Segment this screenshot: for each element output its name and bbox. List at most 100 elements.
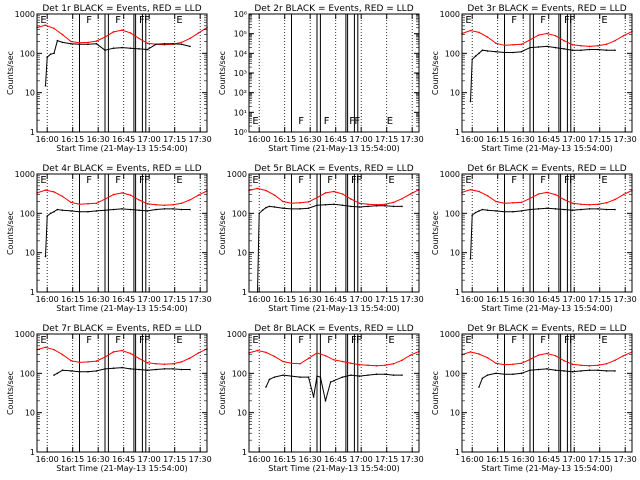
lld-data-point [44,346,47,349]
lld-data-point [495,200,497,203]
x-tick-label: 16:30 [87,295,110,304]
events-data-point [471,58,474,61]
x-axis-label: Start Time (21-May-13 15:54:00) [268,304,399,313]
flag-label: E [465,335,471,346]
events-data-point [474,211,477,214]
x-tick-label: 16:45 [324,295,347,304]
x-tick-label: 16:45 [537,455,560,464]
x-tick-label: 17:30 [401,455,424,464]
events-data-point [512,51,514,54]
events-data-point [520,210,523,212]
y-tick-label: 1000 [440,170,460,179]
lld-data-point [597,45,599,47]
events-data-point [341,376,344,378]
flag-label: F [86,335,92,346]
lld-data-point [53,191,55,193]
lld-data-point [146,202,149,205]
flag-label: F [115,15,121,26]
lld-data-point [273,194,276,196]
lld-data-point [537,34,540,36]
lld-data-point [256,187,259,190]
events-data-point [307,376,310,378]
events-data-point [49,212,52,215]
flag-label: F [86,175,92,186]
events-data-point [520,50,523,53]
lld-data-point [597,364,599,367]
lld-data-point [324,354,327,357]
flag-label: E [176,15,182,26]
events-data-point [333,203,335,206]
events-data-point [503,210,506,213]
events-data-point [375,205,378,207]
lld-data-point [87,202,89,205]
events-data-point [495,50,497,53]
events-data-point [471,214,474,216]
events-series-line [478,368,615,388]
events-data-point [112,47,115,50]
events-data-point [104,49,106,52]
y-tick-label: 1000 [227,330,247,339]
lld-data-point [580,364,582,367]
x-tick-label: 16:00 [248,135,271,144]
events-data-point [597,48,599,51]
x-axis-label: Start Time (21-May-13 15:54:00) [56,144,187,153]
x-tick-label: 17:00 [350,295,373,304]
lld-data-point [70,40,72,43]
events-data-point [265,206,267,209]
y-axis-label: Counts/sec [431,211,440,255]
lld-data-point [588,45,591,48]
events-data-point [146,48,149,51]
y-tick-label: 100 [445,49,460,58]
events-data-point [580,208,582,211]
events-data-point [138,368,140,371]
lld-data-point [265,189,267,192]
flag-label: E [40,335,46,346]
lld-data-point [486,194,489,197]
events-data-point [155,43,157,46]
events-data-point [481,377,484,380]
x-tick-label: 17:00 [350,455,373,464]
flag-label: F [298,335,304,346]
x-axis-label: Start Time (21-May-13 15:54:00) [56,464,187,473]
lld-data-point [529,358,531,361]
chart-title: Det 3r BLACK = Events, RED = LLD [467,4,626,14]
events-data-point [129,47,132,50]
events-data-point [189,208,191,211]
events-data-point [588,208,591,210]
events-data-point [341,204,344,207]
flag-label: F [144,15,150,26]
x-tick-label: 17:30 [401,295,424,304]
y-tick-label: 100 [445,209,460,218]
events-data-point [350,205,352,208]
events-data-point [273,206,276,208]
lld-data-point [44,24,47,26]
lld-data-point [138,37,140,40]
lld-data-point [129,194,132,196]
events-data-point [474,55,477,57]
events-data-point [319,376,322,378]
events-data-point [258,212,261,215]
y-tick-label: 10⁶ [234,10,247,19]
events-data-point [537,368,540,371]
events-data-point [554,369,557,372]
flag-label: F [86,15,92,26]
events-data-point [61,41,64,44]
y-tick-label: 10 [25,409,35,418]
events-data-point [367,374,369,376]
y-axis-label: Counts/sec [218,211,227,255]
flag-label: E [176,335,182,346]
x-axis-label: Start Time (21-May-13 15:54:00) [481,304,612,313]
events-data-point [537,208,540,210]
lld-data-point [605,362,608,365]
lld-data-point [554,193,557,196]
events-data-point [46,215,48,217]
y-tick-label: 100 [20,369,35,378]
lld-data-point [358,202,361,205]
x-tick-label: 16:00 [461,295,484,304]
events-data-point [512,373,514,376]
events-data-point [605,49,608,52]
x-tick-label: 16:30 [512,455,535,464]
events-data-point [138,48,140,50]
events-data-point [299,376,301,378]
